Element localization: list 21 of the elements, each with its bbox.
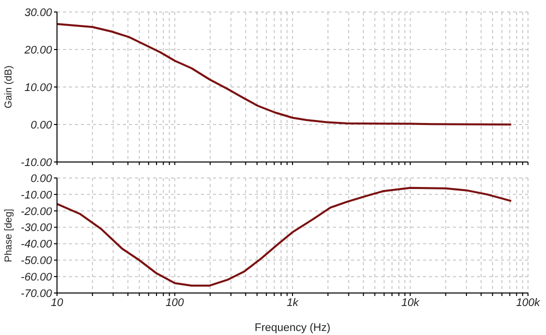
y-axis-title: Phase [deg] (4, 208, 14, 262)
y-tick-label: -30.00 (20, 222, 53, 234)
y-tick-label: -10.00 (20, 189, 53, 202)
y-tick-label: 0.00 (30, 172, 53, 185)
x-axis-title: Frequency (Hz) (254, 322, 330, 334)
x-tick-label: 100 (166, 296, 185, 309)
y-tick-label: -20.00 (20, 206, 53, 218)
y-tick-label: -50.00 (20, 255, 53, 268)
y-tick-label: 30.00 (24, 6, 53, 19)
y-tick-label: -70.00 (20, 288, 53, 300)
y-axis-title: Gain (dB) (4, 66, 14, 108)
x-tick-label: 1k (286, 296, 299, 309)
y-tick-label: 0.00 (30, 119, 53, 132)
y-tick-label: -40.00 (20, 238, 53, 251)
y-tick-label: -60.00 (20, 271, 53, 284)
x-tick-label: 10k (401, 296, 420, 309)
x-tick-label: 10 (50, 296, 64, 309)
y-tick-label: 10.00 (24, 82, 53, 94)
y-tick-label: -10.00 (20, 156, 53, 169)
y-tick-label: 20.00 (23, 44, 53, 56)
x-tick-label: 100k (516, 296, 540, 309)
